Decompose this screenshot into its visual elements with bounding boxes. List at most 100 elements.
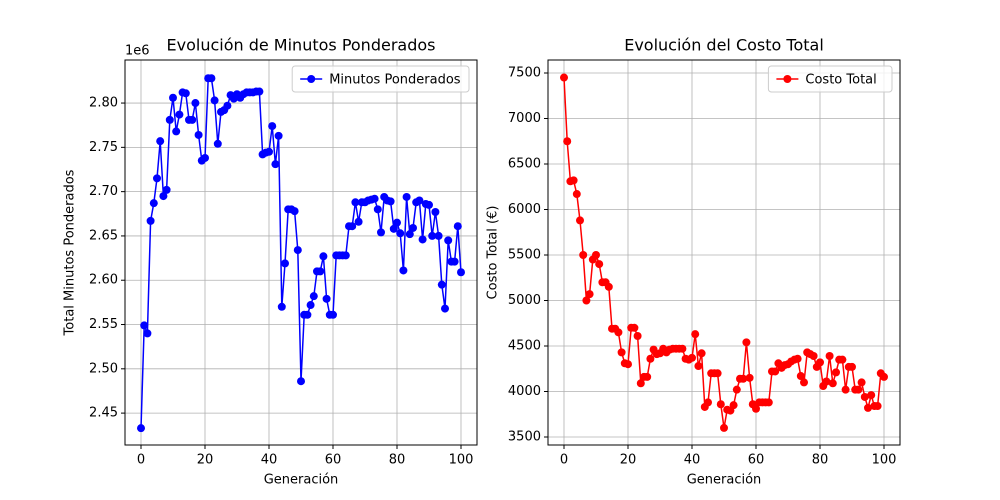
point (752, 404, 760, 413)
point (402, 192, 411, 201)
point (303, 310, 312, 319)
point (297, 377, 305, 386)
point (181, 89, 190, 98)
offset-label: 1e6 (125, 44, 150, 59)
point (822, 377, 831, 386)
point (771, 367, 780, 376)
point (745, 373, 754, 382)
y-tick-label: 7500 (508, 66, 541, 81)
point (425, 200, 433, 209)
y-tick-label: 2.55 (89, 317, 118, 332)
point (816, 358, 824, 367)
point (585, 290, 594, 299)
x-tick-label: 20 (197, 453, 214, 468)
point (351, 198, 360, 207)
point (434, 231, 443, 240)
point (405, 230, 414, 239)
point (576, 216, 584, 225)
point (389, 224, 398, 233)
point (828, 379, 837, 388)
point (697, 349, 706, 358)
series-line (140, 77, 462, 429)
x-tick-label: 20 (620, 453, 637, 468)
point (415, 196, 424, 205)
point (265, 147, 273, 156)
point (409, 223, 417, 232)
point (188, 115, 197, 124)
point (569, 176, 578, 185)
point (146, 216, 155, 225)
y-tick-label: 3500 (508, 429, 541, 444)
point (277, 302, 286, 311)
point (854, 385, 863, 394)
point (636, 379, 645, 388)
y-tick-label: 2.80 (89, 96, 118, 111)
y-tick-label: 4000 (508, 384, 541, 399)
point (143, 329, 152, 338)
point (646, 354, 655, 363)
point (678, 344, 687, 353)
legend-box (767, 65, 893, 93)
y-axis-label: Costo Total (€) (486, 206, 501, 300)
point (329, 310, 337, 319)
x-tick-label: 80 (389, 453, 406, 468)
point (716, 400, 725, 409)
y-tick-label: 4500 (508, 338, 541, 353)
legend-box (291, 65, 470, 93)
point (153, 174, 161, 183)
point (348, 222, 357, 231)
legend-marker (783, 75, 792, 83)
point (800, 378, 808, 387)
point (137, 424, 145, 433)
y-tick-label: 2.75 (89, 140, 118, 155)
point (848, 362, 856, 371)
point (418, 235, 427, 244)
legend-label: Costo Total (805, 73, 876, 88)
point (704, 398, 712, 407)
point (614, 328, 623, 337)
point (156, 137, 165, 146)
x-tick-label: 0 (137, 453, 145, 468)
point (268, 122, 277, 131)
point (431, 208, 440, 217)
point (255, 87, 264, 96)
point (210, 96, 219, 105)
point (867, 391, 876, 400)
point (630, 323, 639, 332)
point (560, 73, 568, 82)
point (739, 374, 748, 383)
y-tick-label: 2.50 (89, 361, 118, 376)
point (354, 217, 363, 226)
point (149, 199, 158, 208)
point (624, 360, 632, 369)
x-tick-label: 100 (449, 453, 474, 468)
point (306, 301, 315, 310)
x-axis-label: Generación (264, 473, 339, 488)
y-axis-label: Total Minutos Ponderados (63, 169, 78, 336)
point (643, 372, 652, 381)
point (764, 398, 773, 407)
legend-label: Minutos Ponderados (329, 73, 461, 88)
x-tick-label: 40 (261, 453, 278, 468)
point (396, 229, 405, 238)
point (140, 321, 149, 330)
point (688, 353, 696, 362)
point (713, 369, 722, 378)
point (159, 192, 168, 201)
axes-frame (547, 59, 901, 446)
legend-marker (307, 75, 316, 83)
point (457, 268, 465, 277)
point (428, 231, 437, 240)
point (832, 368, 840, 377)
point (579, 251, 588, 260)
point (201, 153, 209, 162)
point (319, 252, 328, 261)
point (691, 330, 700, 339)
point (165, 115, 174, 124)
point (453, 222, 462, 231)
point (796, 372, 805, 381)
point (729, 401, 738, 410)
point (809, 352, 818, 361)
point (450, 257, 459, 266)
point (825, 352, 834, 361)
